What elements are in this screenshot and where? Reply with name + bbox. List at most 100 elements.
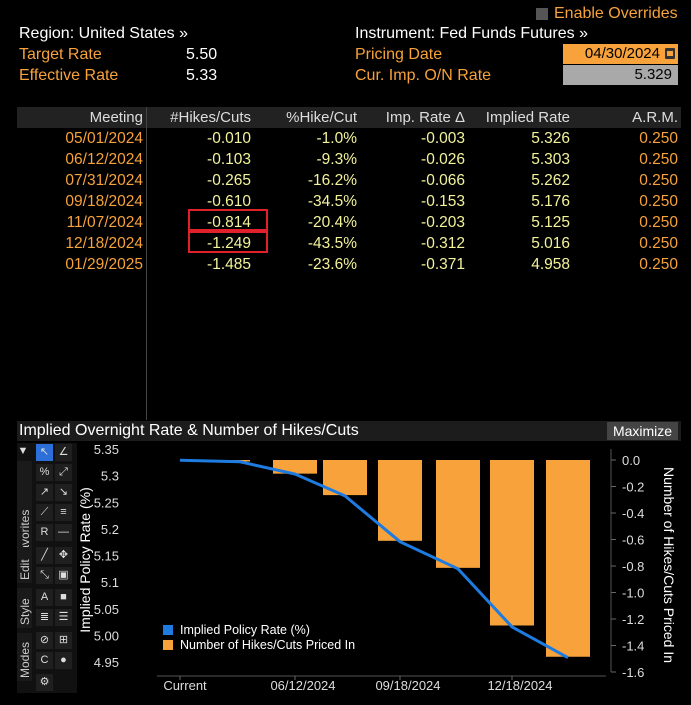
cell-imp-rate-delta: -0.371 xyxy=(421,256,465,273)
table-column-divider xyxy=(146,107,147,420)
percent-tool-icon[interactable]: % xyxy=(36,464,53,481)
cell-meeting[interactable]: 05/01/2024 xyxy=(65,130,143,147)
col-header-imp-rate-delta[interactable]: Imp. Rate Δ xyxy=(385,109,465,126)
enable-overrides-label[interactable]: Enable Overrides xyxy=(554,5,678,22)
cell-imp-rate-delta: -0.066 xyxy=(421,172,465,189)
table-row[interactable]: 11/07/2024 -0.814 -20.4% -0.203 5.125 0.250 xyxy=(17,212,681,233)
table-row[interactable]: 06/12/2024 -0.103 -9.3% -0.026 5.303 0.250 xyxy=(17,149,681,170)
legend-label-rate: Implied Policy Rate (%) xyxy=(180,623,310,637)
collapse-arrow-icon[interactable]: ▼ xyxy=(17,443,29,460)
left-tick-label: 5.2 xyxy=(101,522,119,537)
table-row[interactable]: 01/29/2025 -1.485 -23.6% -0.371 4.958 0.250 xyxy=(17,254,681,275)
cell-meeting[interactable]: 12/18/2024 xyxy=(65,235,143,252)
table-row[interactable]: 12/18/2024 -1.249 -43.5% -0.312 5.016 0.250 xyxy=(17,233,681,254)
col-header-arm[interactable]: A.R.M. xyxy=(632,109,678,126)
cursor-mode-icon[interactable]: C xyxy=(36,652,53,669)
left-tick-label: 5.00 xyxy=(94,628,119,643)
tab-modes[interactable]: Modes xyxy=(17,633,32,681)
edit-line-icon[interactable]: ╱ xyxy=(36,547,53,564)
table-row[interactable]: 05/01/2024 -0.010 -1.0% -0.003 5.326 0.250 xyxy=(17,128,681,149)
cell-meeting[interactable]: 09/18/2024 xyxy=(65,193,143,210)
col-header-hikes-cuts[interactable]: #Hikes/Cuts xyxy=(170,109,251,126)
right-tick-label: -1.0 xyxy=(622,586,644,601)
delete-icon[interactable]: ▣ xyxy=(55,567,72,584)
resize-icon[interactable]: ⤡ xyxy=(36,567,53,584)
magnet-icon[interactable]: ⊞ xyxy=(55,632,72,649)
bar-hikes-cuts xyxy=(490,460,534,626)
text-tool-icon[interactable]: R xyxy=(36,524,53,541)
tab-edit[interactable]: Edit xyxy=(17,547,32,583)
cell-implied-rate: 5.176 xyxy=(531,193,570,210)
tab-modes-label: Modes xyxy=(18,641,32,678)
arrow-down-icon[interactable]: ↘ xyxy=(55,484,72,501)
cell-implied-rate: 5.303 xyxy=(531,151,570,168)
cell-imp-rate-delta: -0.003 xyxy=(421,130,465,147)
left-tick-label: 5.25 xyxy=(94,495,119,510)
cell-meeting[interactable]: 06/12/2024 xyxy=(65,151,143,168)
left-tick-label: 5.15 xyxy=(94,549,119,564)
right-tick-label: -0.6 xyxy=(622,533,644,548)
right-tick-label: 0.0 xyxy=(622,453,640,468)
cell-hikes-cuts: -0.814 xyxy=(207,214,251,231)
ray-icon[interactable]: ⟋ xyxy=(36,504,53,521)
cell-pct-hike-cut: -1.0% xyxy=(316,130,358,147)
left-axis-label: Implied Policy Rate (%) xyxy=(77,487,93,633)
col-header-meeting[interactable]: Meeting xyxy=(89,109,143,126)
fill-color-icon[interactable]: ■ xyxy=(55,589,72,606)
trendline-icon[interactable]: ⤢ xyxy=(55,464,72,481)
table-row[interactable]: 09/18/2024 -0.610 -34.5% -0.153 5.176 0.250 xyxy=(17,191,681,212)
channel-icon[interactable]: ≡ xyxy=(55,504,72,521)
tab-style-label: Style xyxy=(18,598,32,625)
onrate-value: 5.329 xyxy=(634,66,672,83)
left-tick-label: 5.1 xyxy=(101,575,119,590)
cell-meeting[interactable]: 01/29/2025 xyxy=(65,256,143,273)
horizontal-line-icon[interactable]: — xyxy=(55,524,72,541)
cell-pct-hike-cut: -34.5% xyxy=(307,193,357,210)
font-style-icon[interactable]: A xyxy=(36,589,53,606)
instrument-selector[interactable]: Instrument: Fed Funds Futures » xyxy=(355,25,588,42)
line-weight-icon[interactable]: ☰ xyxy=(55,609,72,626)
right-tick-label: -1.6 xyxy=(622,665,644,680)
cell-arm: 0.250 xyxy=(639,193,678,210)
enable-overrides-checkbox[interactable] xyxy=(536,8,548,20)
cell-hikes-cuts: -0.265 xyxy=(207,172,251,189)
arrow-line-icon[interactable]: ↗ xyxy=(36,484,53,501)
bar-hikes-cuts xyxy=(436,460,480,568)
pricing-date-field[interactable]: 04/30/2024 xyxy=(563,44,678,64)
cell-imp-rate-delta: -0.026 xyxy=(421,151,465,168)
cell-imp-rate-delta: -0.312 xyxy=(421,235,465,252)
pricing-date-value[interactable]: 04/30/2024 xyxy=(584,45,660,62)
tab-favorites[interactable]: Favorites xyxy=(17,461,32,563)
right-tick-label: -1.4 xyxy=(622,639,644,654)
line-style-icon[interactable]: ≣ xyxy=(36,609,53,626)
cell-meeting[interactable]: 07/31/2024 xyxy=(65,172,143,189)
table-row[interactable]: 07/31/2024 -0.265 -16.2% -0.066 5.262 0.250 xyxy=(17,170,681,191)
cell-implied-rate: 5.326 xyxy=(531,130,570,147)
col-header-pct-hike-cut[interactable]: %Hike/Cut xyxy=(286,109,357,126)
region-selector[interactable]: Region: United States » xyxy=(19,25,188,42)
x-tick-label: 06/12/2024 xyxy=(270,678,335,693)
tab-style[interactable]: Style xyxy=(17,588,32,628)
crosshair-icon[interactable]: ⊘ xyxy=(36,632,53,649)
effective-rate-value: 5.33 xyxy=(186,67,218,84)
chart-title-bar: Implied Overnight Rate & Number of Hikes… xyxy=(17,421,681,441)
cell-arm: 0.250 xyxy=(639,214,678,231)
color-palette-icon[interactable]: ● xyxy=(55,652,72,669)
pointer-icon[interactable]: ↖ xyxy=(36,444,53,461)
cell-imp-rate-delta: -0.153 xyxy=(421,193,465,210)
settings-gear-icon[interactable]: ⚙ xyxy=(36,674,53,691)
calendar-icon[interactable] xyxy=(665,48,675,59)
draw-line-icon[interactable]: ∠ xyxy=(55,444,72,461)
right-axis-label: Number of Hikes/Cuts Priced In xyxy=(661,467,677,663)
maximize-button[interactable]: Maximize xyxy=(607,422,678,440)
cell-meeting[interactable]: 11/07/2024 xyxy=(66,214,143,231)
effective-rate-label: Effective Rate xyxy=(19,67,119,84)
cell-hikes-cuts: -0.610 xyxy=(207,193,251,210)
move-icon[interactable]: ✥ xyxy=(55,547,72,564)
x-tick-label: Current xyxy=(163,678,207,693)
cell-implied-rate: 5.125 xyxy=(531,214,570,231)
right-tick-label: -0.4 xyxy=(622,506,644,521)
bar-hikes-cuts xyxy=(323,460,367,496)
col-header-implied-rate[interactable]: Implied Rate xyxy=(485,109,570,126)
cell-imp-rate-delta: -0.203 xyxy=(421,214,465,231)
